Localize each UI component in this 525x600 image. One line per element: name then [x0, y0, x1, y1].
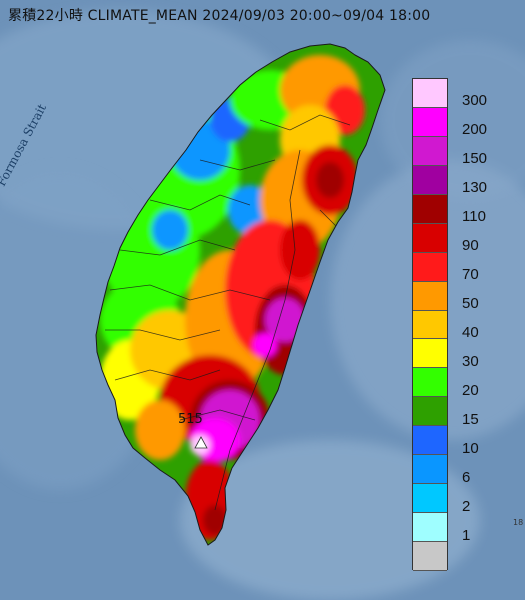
legend-label: 90 [462, 237, 479, 255]
legend-label: 2 [462, 497, 471, 515]
legend-swatch [413, 194, 447, 224]
legend-swatch [413, 455, 447, 485]
legend-label: 10 [462, 439, 479, 457]
legend-swatch [413, 223, 447, 253]
legend-label: 6 [462, 468, 471, 486]
legend-label: 40 [462, 324, 479, 341]
legend-label: 200 [462, 121, 488, 139]
legend-swatch [413, 165, 447, 195]
legend-label: 50 [462, 295, 479, 313]
corner-text: 18 [513, 518, 524, 527]
legend [412, 78, 448, 571]
legend-label: 20 [462, 381, 479, 399]
legend-label: 70 [462, 266, 479, 284]
legend-swatch [413, 426, 447, 456]
legend-swatch [413, 484, 447, 514]
legend-label: 130 [462, 179, 488, 197]
legend-swatch [413, 339, 447, 369]
peak-value-label: 515 [178, 412, 203, 427]
peak-marker-icon [194, 436, 208, 449]
legend-label: 15 [462, 410, 479, 428]
legend-label: 300 [462, 92, 488, 110]
coastline [95, 43, 386, 546]
legend-swatch [413, 368, 447, 398]
legend-swatch [413, 281, 447, 311]
legend-swatch [413, 542, 447, 571]
legend-label: 1 [462, 526, 471, 544]
legend-swatch [413, 397, 447, 427]
legend-label: 110 [462, 208, 486, 226]
map-title: 累積22小時 CLIMATE_MEAN 2024/09/03 20:00~09/… [8, 8, 431, 24]
legend-swatch [413, 79, 447, 108]
legend-swatch [413, 252, 447, 282]
legend-label: 150 [462, 150, 488, 168]
legend-swatch [413, 513, 447, 543]
legend-swatch [413, 310, 447, 340]
legend-swatch [413, 107, 447, 137]
legend-swatch [413, 136, 447, 166]
legend-label: 30 [462, 352, 479, 370]
